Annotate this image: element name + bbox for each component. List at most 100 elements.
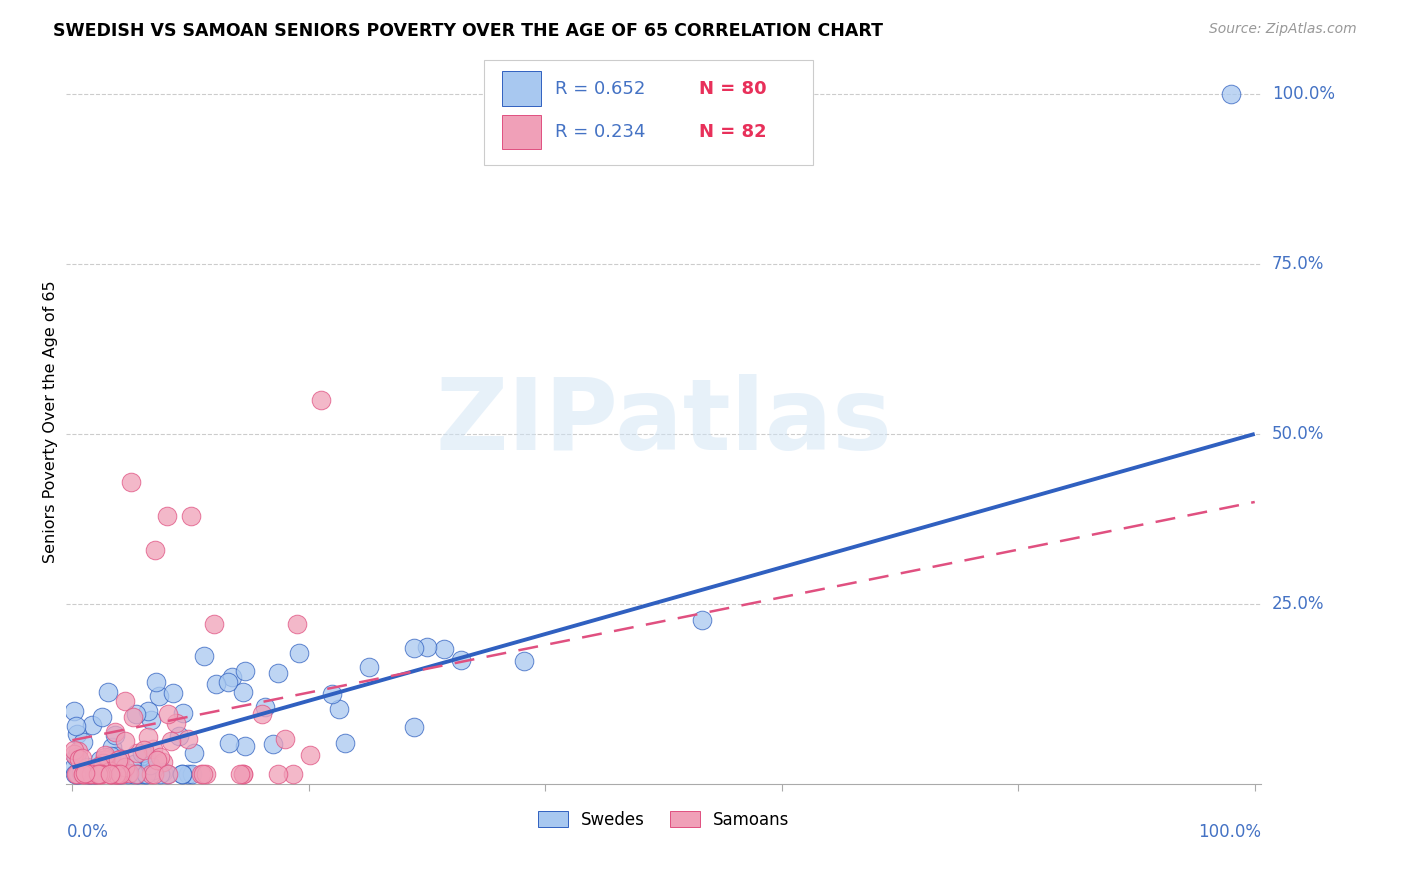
Bar bbox=[502, 115, 540, 150]
Point bbox=[110, 766, 132, 780]
Point bbox=[79, 766, 101, 780]
Point bbox=[690, 613, 713, 627]
Point bbox=[105, 766, 128, 780]
Point bbox=[76, 766, 98, 780]
Point bbox=[233, 664, 256, 678]
Point bbox=[80, 766, 103, 780]
Point bbox=[299, 748, 322, 763]
Text: SWEDISH VS SAMOAN SENIORS POVERTY OVER THE AGE OF 65 CORRELATION CHART: SWEDISH VS SAMOAN SENIORS POVERTY OVER T… bbox=[53, 22, 883, 40]
Text: 50.0%: 50.0% bbox=[1272, 425, 1324, 443]
Text: 0.0%: 0.0% bbox=[66, 823, 108, 841]
Point bbox=[146, 753, 169, 767]
Point bbox=[132, 743, 155, 757]
Text: N = 80: N = 80 bbox=[699, 79, 768, 97]
Text: 100.0%: 100.0% bbox=[1272, 85, 1334, 103]
Point bbox=[67, 766, 90, 780]
Point bbox=[135, 766, 157, 780]
Point bbox=[107, 766, 129, 780]
Point bbox=[142, 741, 165, 756]
Point bbox=[148, 689, 170, 703]
Point bbox=[328, 702, 350, 716]
Point bbox=[416, 640, 439, 654]
Point bbox=[101, 766, 124, 780]
Point bbox=[143, 542, 166, 557]
Point bbox=[138, 758, 160, 772]
Point bbox=[79, 766, 101, 780]
Point bbox=[181, 766, 204, 780]
Point bbox=[172, 706, 194, 721]
Point bbox=[513, 654, 536, 668]
Text: ZIPatlas: ZIPatlas bbox=[434, 374, 891, 470]
Point bbox=[97, 685, 120, 699]
Point bbox=[132, 766, 155, 780]
Point bbox=[267, 666, 290, 681]
Point bbox=[83, 766, 105, 780]
Point bbox=[104, 766, 127, 780]
Point bbox=[67, 766, 90, 780]
Point bbox=[139, 713, 162, 727]
Point bbox=[80, 766, 103, 780]
Point bbox=[232, 685, 254, 699]
Point bbox=[62, 704, 84, 718]
Point bbox=[107, 753, 129, 767]
Point bbox=[72, 751, 94, 765]
Point bbox=[195, 766, 218, 780]
Point bbox=[156, 766, 179, 780]
Point bbox=[193, 648, 215, 663]
Point bbox=[82, 718, 104, 732]
Text: R = 0.652: R = 0.652 bbox=[555, 79, 645, 97]
Point bbox=[100, 766, 122, 780]
Point bbox=[110, 766, 132, 780]
Point bbox=[165, 716, 187, 731]
Point bbox=[157, 766, 180, 780]
Point bbox=[156, 508, 179, 523]
Point bbox=[72, 766, 94, 780]
Point bbox=[204, 677, 226, 691]
Point bbox=[66, 766, 89, 780]
Point bbox=[274, 731, 297, 746]
Text: 75.0%: 75.0% bbox=[1272, 255, 1324, 273]
Point bbox=[252, 707, 274, 722]
Point bbox=[142, 766, 165, 780]
Point bbox=[105, 766, 128, 780]
Point bbox=[433, 642, 456, 657]
Point bbox=[142, 763, 165, 777]
Point bbox=[131, 746, 153, 760]
Point bbox=[149, 750, 172, 764]
Point bbox=[65, 718, 87, 732]
Point bbox=[91, 766, 114, 780]
Point bbox=[359, 659, 381, 673]
Point bbox=[65, 766, 87, 780]
Point bbox=[100, 766, 122, 780]
Point bbox=[66, 744, 89, 758]
Point bbox=[108, 766, 131, 780]
Bar bbox=[502, 71, 540, 106]
Point bbox=[152, 765, 174, 780]
Text: R = 0.234: R = 0.234 bbox=[555, 123, 645, 141]
Text: 100.0%: 100.0% bbox=[1198, 823, 1261, 841]
Point bbox=[86, 766, 108, 780]
Point bbox=[93, 750, 115, 764]
Point bbox=[229, 766, 252, 780]
Point bbox=[159, 733, 181, 747]
Point bbox=[87, 761, 110, 775]
Point bbox=[76, 766, 98, 780]
Point bbox=[104, 766, 127, 780]
Point bbox=[70, 766, 93, 780]
Point bbox=[127, 746, 149, 760]
Point bbox=[136, 704, 159, 718]
FancyBboxPatch shape bbox=[485, 60, 813, 165]
Legend: Swedes, Samoans: Swedes, Samoans bbox=[531, 804, 796, 835]
Point bbox=[84, 766, 107, 780]
Point bbox=[77, 766, 100, 780]
Point bbox=[72, 735, 94, 749]
Point bbox=[125, 766, 148, 780]
Point bbox=[145, 675, 167, 690]
Point bbox=[62, 743, 84, 757]
Point bbox=[253, 699, 276, 714]
Point bbox=[281, 766, 304, 780]
Point bbox=[87, 759, 110, 773]
Point bbox=[138, 730, 160, 744]
Point bbox=[114, 759, 136, 773]
Point bbox=[190, 766, 212, 780]
